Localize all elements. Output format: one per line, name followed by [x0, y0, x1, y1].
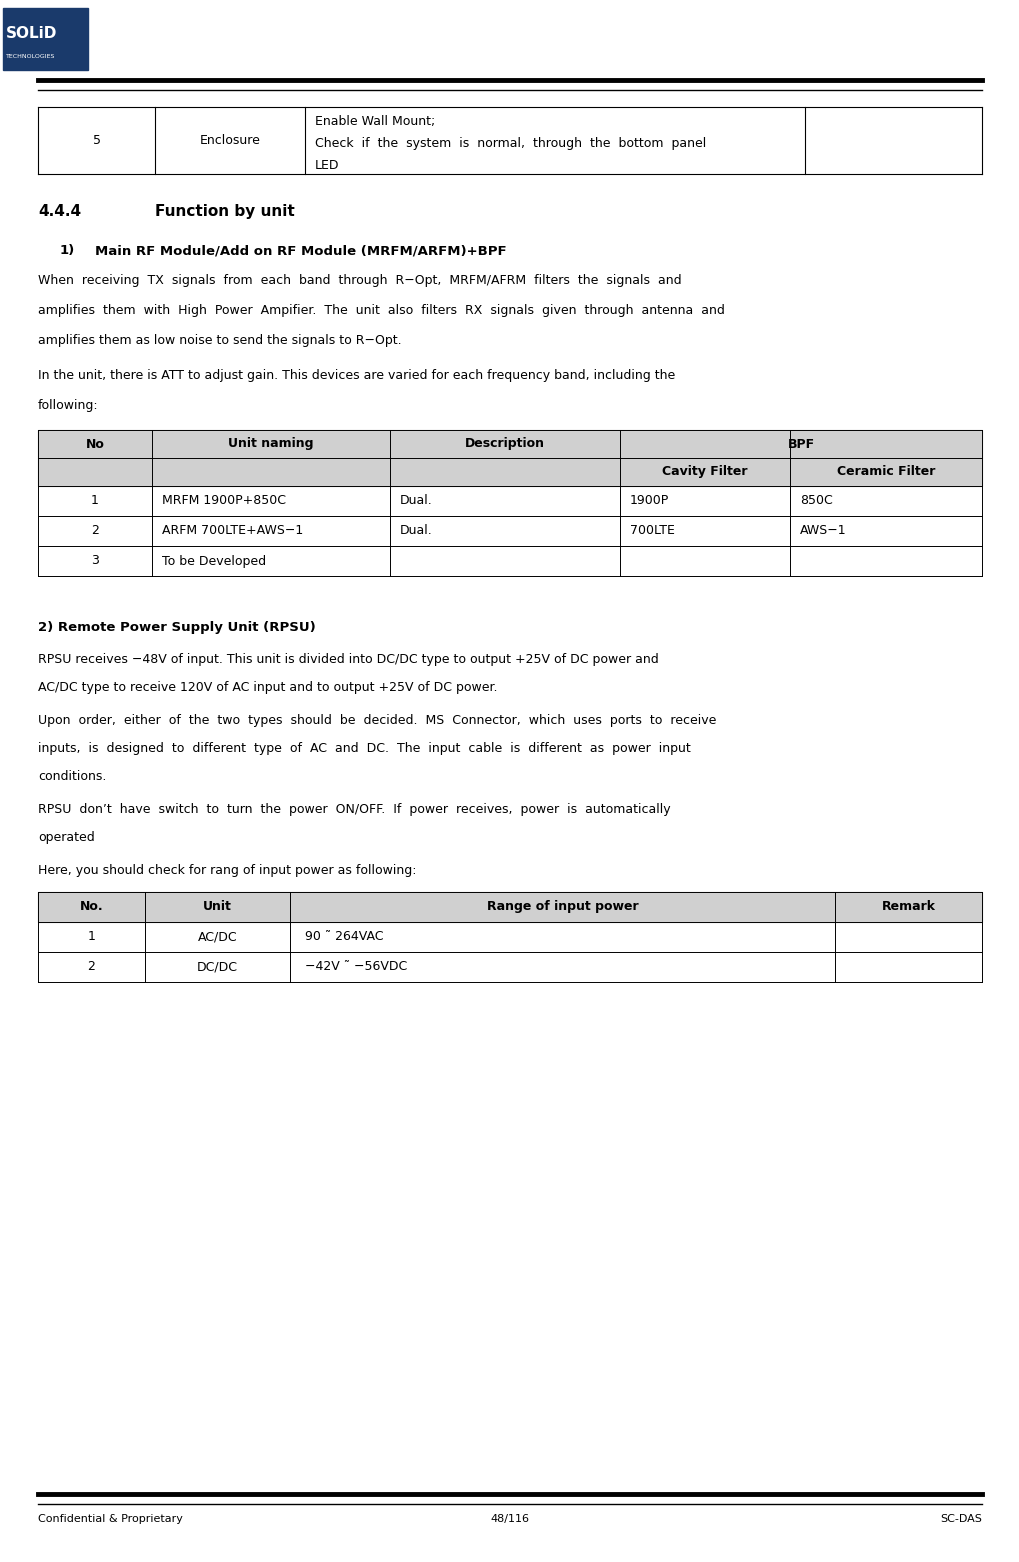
- Text: Dual.: Dual.: [399, 525, 432, 537]
- Text: TECHNOLOGIES: TECHNOLOGIES: [5, 55, 55, 59]
- Text: AC/DC: AC/DC: [198, 931, 237, 943]
- Text: Enclosure: Enclosure: [200, 134, 260, 147]
- Text: In the unit, there is ATT to adjust gain. This devices are varied for each frequ: In the unit, there is ATT to adjust gain…: [38, 369, 675, 383]
- Text: amplifies  them  with  High  Power  Ampifier.  The  unit  also  filters  RX  sig: amplifies them with High Power Ampifier.…: [38, 305, 725, 317]
- Text: 4.4.4: 4.4.4: [38, 205, 82, 219]
- Text: 1): 1): [60, 244, 75, 258]
- Text: Confidential & Proprietary: Confidential & Proprietary: [38, 1514, 182, 1525]
- Text: SC-DAS: SC-DAS: [940, 1514, 981, 1525]
- Text: 2: 2: [88, 961, 96, 973]
- Text: Here, you should check for rang of input power as following:: Here, you should check for rang of input…: [38, 864, 416, 876]
- Text: Description: Description: [465, 437, 544, 450]
- Text: Cavity Filter: Cavity Filter: [661, 465, 747, 478]
- Text: AWS−1: AWS−1: [799, 525, 846, 537]
- Text: RPSU receives −48V of input. This unit is divided into DC/DC type to output +25V: RPSU receives −48V of input. This unit i…: [38, 653, 658, 665]
- Bar: [38, 430, 981, 458]
- Text: To be Developed: To be Developed: [162, 555, 266, 567]
- Text: 1: 1: [91, 495, 99, 508]
- Text: operated: operated: [38, 831, 95, 843]
- Text: Main RF Module/Add on RF Module (MRFM/ARFM)+BPF: Main RF Module/Add on RF Module (MRFM/AR…: [95, 244, 506, 258]
- Text: 2: 2: [91, 525, 99, 537]
- Bar: [38, 892, 981, 922]
- Text: SOLiD: SOLiD: [5, 27, 57, 42]
- Text: DC/DC: DC/DC: [197, 961, 237, 973]
- Text: 90 ˜ 264VAC: 90 ˜ 264VAC: [305, 931, 383, 943]
- Text: LED: LED: [315, 159, 339, 172]
- Text: inputs,  is  designed  to  different  type  of  AC  and  DC.  The  input  cable : inputs, is designed to different type of…: [38, 742, 690, 754]
- Text: 700LTE: 700LTE: [630, 525, 675, 537]
- Bar: [3, 8, 88, 70]
- Text: Dual.: Dual.: [399, 495, 432, 508]
- Text: MRFM 1900P+850C: MRFM 1900P+850C: [162, 495, 285, 508]
- Text: No: No: [86, 437, 104, 450]
- Text: Range of input power: Range of input power: [486, 901, 638, 914]
- Text: RPSU  don’t  have  switch  to  turn  the  power  ON/OFF.  If  power  receives,  : RPSU don’t have switch to turn the power…: [38, 803, 669, 815]
- Text: following:: following:: [38, 398, 99, 412]
- Text: Function by unit: Function by unit: [155, 205, 294, 219]
- Text: 3: 3: [91, 555, 99, 567]
- Text: Enable Wall Mount;: Enable Wall Mount;: [315, 116, 435, 128]
- Text: amplifies them as low noise to send the signals to R−Opt.: amplifies them as low noise to send the …: [38, 334, 401, 347]
- Text: Unit naming: Unit naming: [228, 437, 314, 450]
- Text: 5: 5: [93, 134, 101, 147]
- Text: AC/DC type to receive 120V of AC input and to output +25V of DC power.: AC/DC type to receive 120V of AC input a…: [38, 681, 497, 694]
- Bar: [38, 458, 981, 486]
- Text: 850C: 850C: [799, 495, 832, 508]
- Text: BPF: BPF: [787, 437, 814, 450]
- Text: 48/116: 48/116: [490, 1514, 529, 1525]
- Text: ARFM 700LTE+AWS−1: ARFM 700LTE+AWS−1: [162, 525, 303, 537]
- Text: Ceramic Filter: Ceramic Filter: [836, 465, 934, 478]
- Text: −42V ˜ −56VDC: −42V ˜ −56VDC: [305, 961, 407, 973]
- Text: No.: No.: [79, 901, 103, 914]
- Text: Remark: Remark: [880, 901, 934, 914]
- Text: Upon  order,  either  of  the  two  types  should  be  decided.  MS  Connector, : Upon order, either of the two types shou…: [38, 714, 715, 726]
- Text: Check  if  the  system  is  normal,  through  the  bottom  panel: Check if the system is normal, through t…: [315, 137, 705, 150]
- Text: conditions.: conditions.: [38, 770, 106, 783]
- Text: 1: 1: [88, 931, 96, 943]
- Text: When  receiving  TX  signals  from  each  band  through  R−Opt,  MRFM/AFRM  filt: When receiving TX signals from each band…: [38, 273, 681, 287]
- Text: 1900P: 1900P: [630, 495, 668, 508]
- Text: 2) Remote Power Supply Unit (RPSU): 2) Remote Power Supply Unit (RPSU): [38, 622, 316, 634]
- Text: Unit: Unit: [203, 901, 231, 914]
